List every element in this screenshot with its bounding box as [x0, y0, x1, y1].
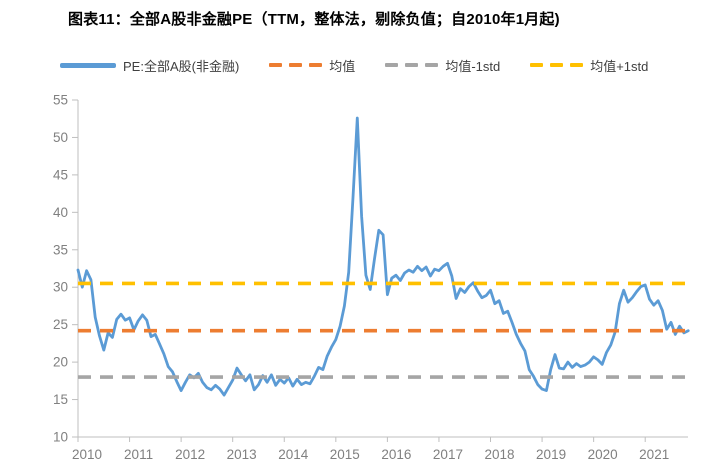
plot-area: 10 15 20 25 30 35 40 45 50 55 2010 2011 2012 2013 2014…: [53, 93, 690, 462]
legend-item-pe: PE:全部A股(非金融): [60, 56, 239, 75]
mean-minus-1std-swatch: [385, 63, 439, 67]
pe-line: [76, 116, 690, 397]
x-tick-label: 2016: [381, 447, 411, 462]
legend-item-mean-minus-1std: 均值-1std: [385, 56, 500, 75]
chart-legend: PE:全部A股(非金融) 均值 均值-1std 均值+1std: [60, 56, 680, 74]
y-tick-label: 40: [53, 205, 68, 220]
x-tick-label: 2017: [433, 447, 463, 462]
y-tick-label: 45: [53, 167, 68, 182]
x-tick-label: 2015: [330, 447, 360, 462]
legend-label-pe: PE:全部A股(非金融): [123, 58, 240, 74]
legend-label-mean: 均值: [329, 58, 356, 74]
x-tick-label: 2014: [278, 447, 309, 462]
y-tick-label: 10: [53, 430, 68, 445]
legend-label-mean-minus-1std: 均值-1std: [445, 58, 501, 74]
x-tick-label: 2018: [484, 447, 514, 462]
y-tick-label: 25: [53, 317, 68, 332]
legend-item-mean: 均值: [269, 56, 355, 75]
x-tick-label: 2011: [124, 447, 153, 462]
legend-item-mean-plus-1std: 均值+1std: [530, 56, 648, 75]
pe-line-swatch: [60, 62, 116, 68]
y-tick-label: 55: [53, 93, 68, 108]
x-tick-label: 2019: [536, 447, 566, 462]
y-tick-label: 20: [53, 355, 68, 370]
x-tick-label: 2012: [175, 447, 205, 462]
x-tick-label: 2013: [227, 447, 257, 462]
x-tick-label: 2020: [588, 447, 618, 462]
y-tick-label: 15: [53, 392, 68, 407]
y-tick-label: 30: [53, 280, 68, 295]
y-tick-label: 50: [53, 130, 68, 145]
mean-plus-1std-swatch: [530, 63, 584, 67]
legend-label-mean-plus-1std: 均值+1std: [590, 58, 649, 74]
x-tick-label: 2010: [72, 447, 102, 462]
y-tick-label: 35: [53, 242, 68, 257]
chart-title: 图表11：全部A股非金融PE（TTM，整体法，剔除负值；自2010年1月起): [68, 11, 560, 28]
mean-line-swatch: [269, 63, 323, 67]
x-tick-label: 2021: [639, 447, 669, 462]
